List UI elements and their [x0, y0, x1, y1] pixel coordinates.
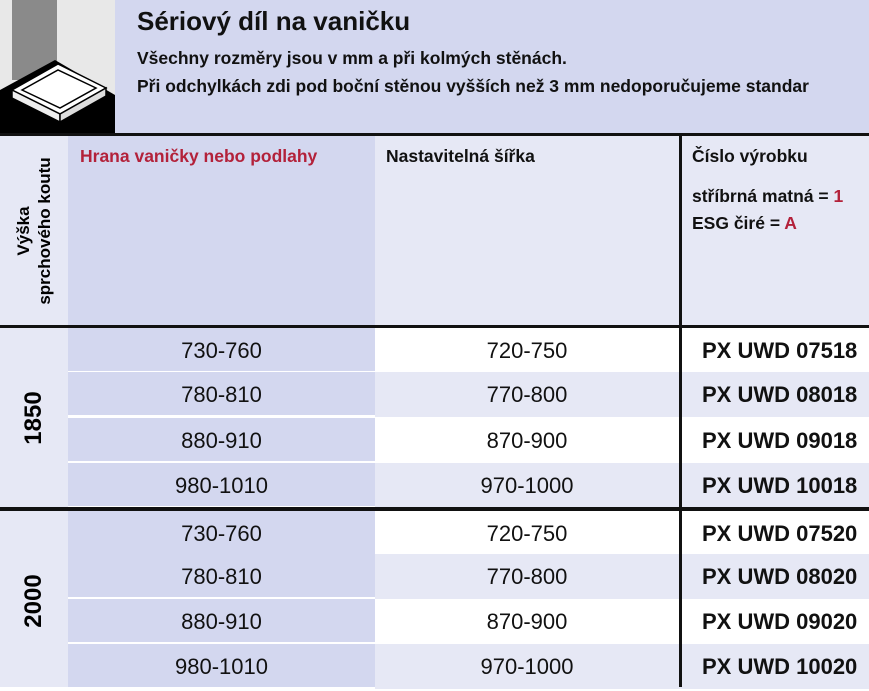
- width-cell: 720-750: [486, 521, 568, 546]
- product-cell: PX UWD 08020: [702, 564, 858, 589]
- table-row: 730-760 720-750 PX UWD 07520: [68, 511, 869, 556]
- height-group-label: 1850: [0, 328, 68, 508]
- edge-cell: 730-760: [68, 328, 375, 373]
- width-cell: 970-1000: [480, 473, 574, 498]
- table-row: 780-810 770-800 PX UWD 08018: [68, 372, 869, 417]
- edge-cell: 880-910: [68, 599, 375, 644]
- edge-cell: 980-1010: [68, 644, 375, 689]
- header-band: [0, 0, 869, 134]
- header-cell-rest: [375, 136, 869, 327]
- edge-cell: 780-810: [68, 372, 375, 417]
- product-cell: PX UWD 09018: [702, 428, 858, 453]
- table-row: 880-910 870-900 PX UWD 09020: [68, 599, 869, 644]
- product-cell: PX UWD 10018: [702, 473, 858, 498]
- divider: [0, 325, 869, 328]
- product-cell: PX UWD 07520: [702, 521, 858, 546]
- height-value: 1850: [20, 391, 47, 445]
- group-divider: [0, 507, 869, 511]
- height-value: 2000: [20, 574, 47, 628]
- product-cell: PX UWD 10020: [702, 654, 858, 679]
- divider: [0, 133, 869, 136]
- subtitle-line-1: Všechny rozměry jsou v mm a při kolmých …: [137, 48, 567, 68]
- product-cell: PX UWD 07518: [702, 338, 858, 363]
- finish-silver-label: stříbrná matná =: [692, 186, 829, 206]
- header-cell-height: Výška sprchového koutu: [0, 136, 68, 327]
- column-divider: [679, 134, 682, 687]
- product-cell: PX UWD 09020: [702, 609, 858, 634]
- width-cell: 770-800: [486, 564, 568, 589]
- page-title: Sériový díl na vaničku: [137, 6, 411, 36]
- width-cell: 970-1000: [480, 654, 574, 679]
- table-row: 980-1010 970-1000 PX UWD 10020: [68, 644, 869, 689]
- table-row: 730-760 720-750 PX UWD 07518: [68, 328, 869, 373]
- edge-cell: 980-1010: [68, 463, 375, 508]
- edge-cell: 730-760: [68, 511, 375, 556]
- table-row: 880-910 870-900 PX UWD 09018: [68, 418, 869, 463]
- width-cell: 720-750: [486, 338, 568, 363]
- finish-esg-code: A: [784, 213, 797, 233]
- edge-cell: 880-910: [68, 418, 375, 463]
- table-row: 980-1010 970-1000 PX UWD 10018: [68, 463, 869, 508]
- header-cell-edge: [68, 136, 375, 327]
- height-label-2: sprchového koutu: [35, 157, 54, 305]
- width-cell: 870-900: [486, 428, 568, 453]
- width-header: Nastavitelná šířka: [386, 146, 535, 166]
- subtitle-line-2: Při odchylkách zdi pod boční stěnou vyšš…: [137, 76, 809, 96]
- height-label-1: Výška: [14, 206, 33, 256]
- table-row: 780-810 770-800 PX UWD 08020: [68, 554, 869, 599]
- finish-esg-label: ESG čiré =: [692, 213, 781, 233]
- edge-header: Hrana vaničky nebo podlahy: [80, 146, 318, 166]
- shower-tray-illustration: [0, 0, 115, 134]
- product-cell: PX UWD 08018: [702, 382, 858, 407]
- finish-silver-matte: stříbrná matná = 1: [692, 186, 843, 207]
- edge-cell: 780-810: [68, 554, 375, 599]
- width-cell: 770-800: [486, 382, 568, 407]
- height-column: [0, 136, 68, 687]
- finish-esg-clear: ESG čiré = A: [692, 213, 797, 234]
- height-group-label: 2000: [0, 511, 68, 691]
- product-header: Číslo výrobku: [692, 146, 808, 166]
- finish-silver-code: 1: [833, 186, 844, 206]
- width-cell: 870-900: [486, 609, 568, 634]
